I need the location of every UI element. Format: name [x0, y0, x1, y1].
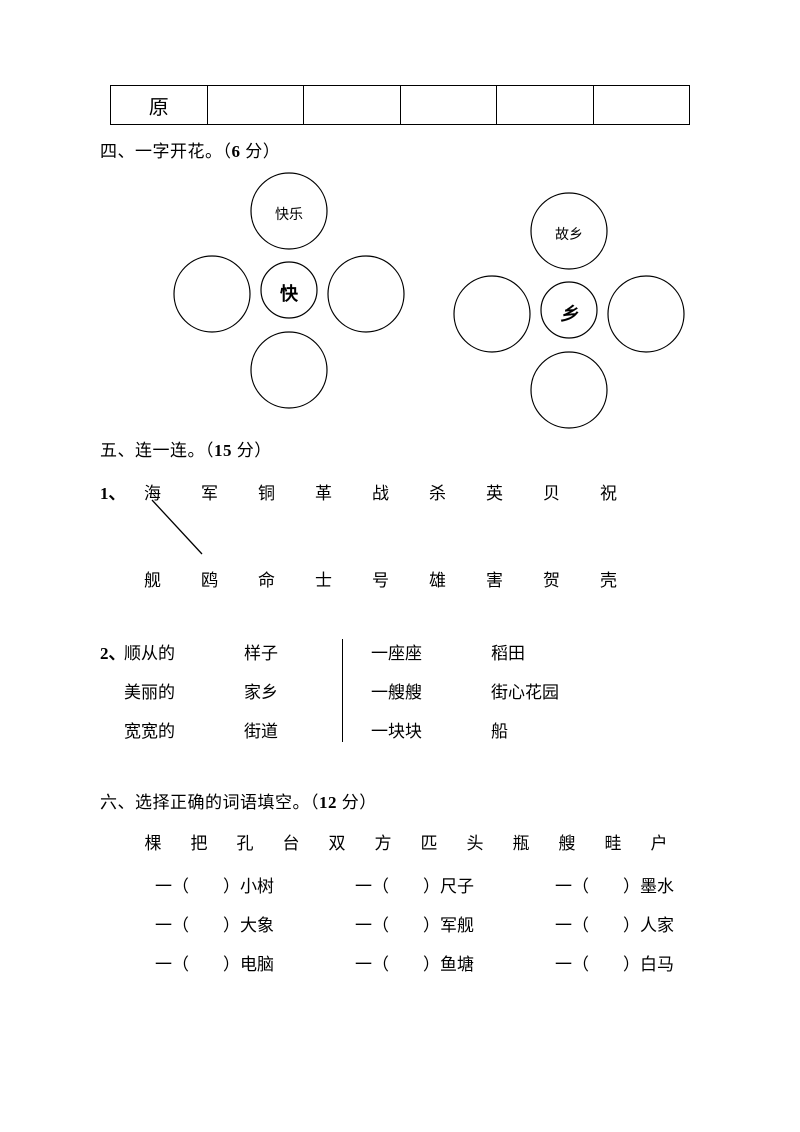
flower-1-top-label: 快乐 [275, 204, 303, 224]
heading-text: 六、选择正确的词语填空。（ [100, 793, 319, 812]
q6-row: 一（ ）小树 一（ ）尺子 一（ ）墨水 [155, 872, 700, 897]
table-cell-blank [208, 86, 305, 124]
q5-bot-char: 舰 [124, 566, 181, 591]
vertical-divider [342, 639, 343, 742]
q6-word: 棵 [130, 829, 176, 854]
match-item: 顺从的 [124, 639, 214, 664]
match-line-icon [100, 497, 660, 567]
q5-right-col2: 稻田 街心花园 船 [491, 639, 559, 742]
q5-part2: 2、 顺从的 美丽的 宽宽的 样子 家乡 街道 一座座 一艘艘 一块块 稻田 街… [100, 639, 700, 742]
q6-item: 一（ ）小树 [155, 872, 300, 897]
section-6-heading: 六、选择正确的词语填空。（12 分） [100, 788, 700, 813]
q5-bot-char: 雄 [409, 566, 466, 591]
heading-text: 四、一字开花。（ [100, 142, 232, 161]
q6-word: 孔 [222, 829, 268, 854]
q6-word: 畦 [590, 829, 636, 854]
match-item: 稻田 [491, 639, 559, 664]
q5-right-col1: 一座座 一艘艘 一块块 [371, 639, 451, 742]
heading-points: 15 [214, 441, 232, 460]
flower-1-center-label: 快 [277, 280, 301, 306]
heading-points: 6 [232, 142, 241, 161]
q5-bot-char: 贺 [523, 566, 580, 591]
flower-diagrams: 快乐 快 故乡 乡 [100, 166, 700, 426]
q5-bot-char: 命 [238, 566, 295, 591]
table-cell-blank [594, 86, 690, 124]
flower-1: 快乐 快 [165, 166, 413, 414]
section-5-heading: 五、连一连。（15 分） [100, 436, 700, 461]
q5-bot-char: 害 [466, 566, 523, 591]
q6-word: 双 [314, 829, 360, 854]
q5-bot-char: 鸥 [181, 566, 238, 591]
q6-item: 一（ ）白马 [555, 950, 700, 975]
match-item: 样子 [244, 639, 314, 664]
match-item: 宽宽的 [124, 717, 214, 742]
flower-2: 故乡 乡 [445, 186, 693, 434]
q5-spacer [100, 566, 124, 591]
q6-word-bank: 棵 把 孔 台 双 方 匹 头 瓶 艘 畦 户 [130, 829, 700, 854]
q6-word: 把 [176, 829, 222, 854]
q6-item: 一（ ）电脑 [155, 950, 300, 975]
q6-item: 一（ ）墨水 [555, 872, 700, 897]
match-item: 一座座 [371, 639, 451, 664]
q6-word: 头 [452, 829, 498, 854]
q6-word: 方 [360, 829, 406, 854]
table-cell: 原 [111, 86, 208, 124]
q6-row: 一（ ）电脑 一（ ）鱼塘 一（ ）白马 [155, 950, 700, 975]
q6-word: 户 [636, 829, 682, 854]
table-cell-blank [304, 86, 401, 124]
match-item: 一块块 [371, 717, 451, 742]
table-row: 原 [110, 85, 690, 125]
q6-word: 匹 [406, 829, 452, 854]
q5-part2-num: 2、 [100, 639, 124, 742]
section-4-heading: 四、一字开花。（6 分） [100, 137, 700, 162]
q6-item: 一（ ）尺子 [355, 872, 500, 897]
q5-left-col1: 顺从的 美丽的 宽宽的 [124, 639, 214, 742]
flower-2-center-label: 乡 [557, 300, 581, 326]
q6-word: 瓶 [498, 829, 544, 854]
q6-row: 一（ ）大象 一（ ）军舰 一（ ）人家 [155, 911, 700, 936]
heading-suffix: 分） [232, 441, 272, 460]
q5-bot-char: 壳 [580, 566, 637, 591]
match-item: 街心花园 [491, 678, 559, 703]
q5-part1-top-row: 1、 海 军 铜 革 战 杀 英 贝 祝 [100, 479, 700, 504]
match-item: 船 [491, 717, 559, 742]
q5-bot-char: 士 [295, 566, 352, 591]
q6-item: 一（ ）军舰 [355, 911, 500, 936]
match-item: 家乡 [244, 678, 314, 703]
heading-points: 12 [319, 793, 337, 812]
match-item: 一艘艘 [371, 678, 451, 703]
flower-2-top-label: 故乡 [555, 224, 583, 244]
heading-suffix: 分） [337, 793, 377, 812]
match-item: 街道 [244, 717, 314, 742]
match-item: 美丽的 [124, 678, 214, 703]
q6-word: 艘 [544, 829, 590, 854]
table-cell-blank [401, 86, 498, 124]
q6-fill-blank-grid: 一（ ）小树 一（ ）尺子 一（ ）墨水 一（ ）大象 一（ ）军舰 一（ ）人… [155, 872, 700, 975]
q6-item: 一（ ）人家 [555, 911, 700, 936]
heading-text: 五、连一连。（ [100, 441, 214, 460]
q5-bot-char: 号 [352, 566, 409, 591]
table-cell-blank [497, 86, 594, 124]
q6-item: 一（ ）大象 [155, 911, 300, 936]
q6-word: 台 [268, 829, 314, 854]
q5-left-col2: 样子 家乡 街道 [244, 639, 314, 742]
q5-part1-bottom-row: 舰 鸥 命 士 号 雄 害 贺 壳 [100, 566, 700, 591]
heading-suffix: 分） [241, 142, 281, 161]
q6-item: 一（ ）鱼塘 [355, 950, 500, 975]
